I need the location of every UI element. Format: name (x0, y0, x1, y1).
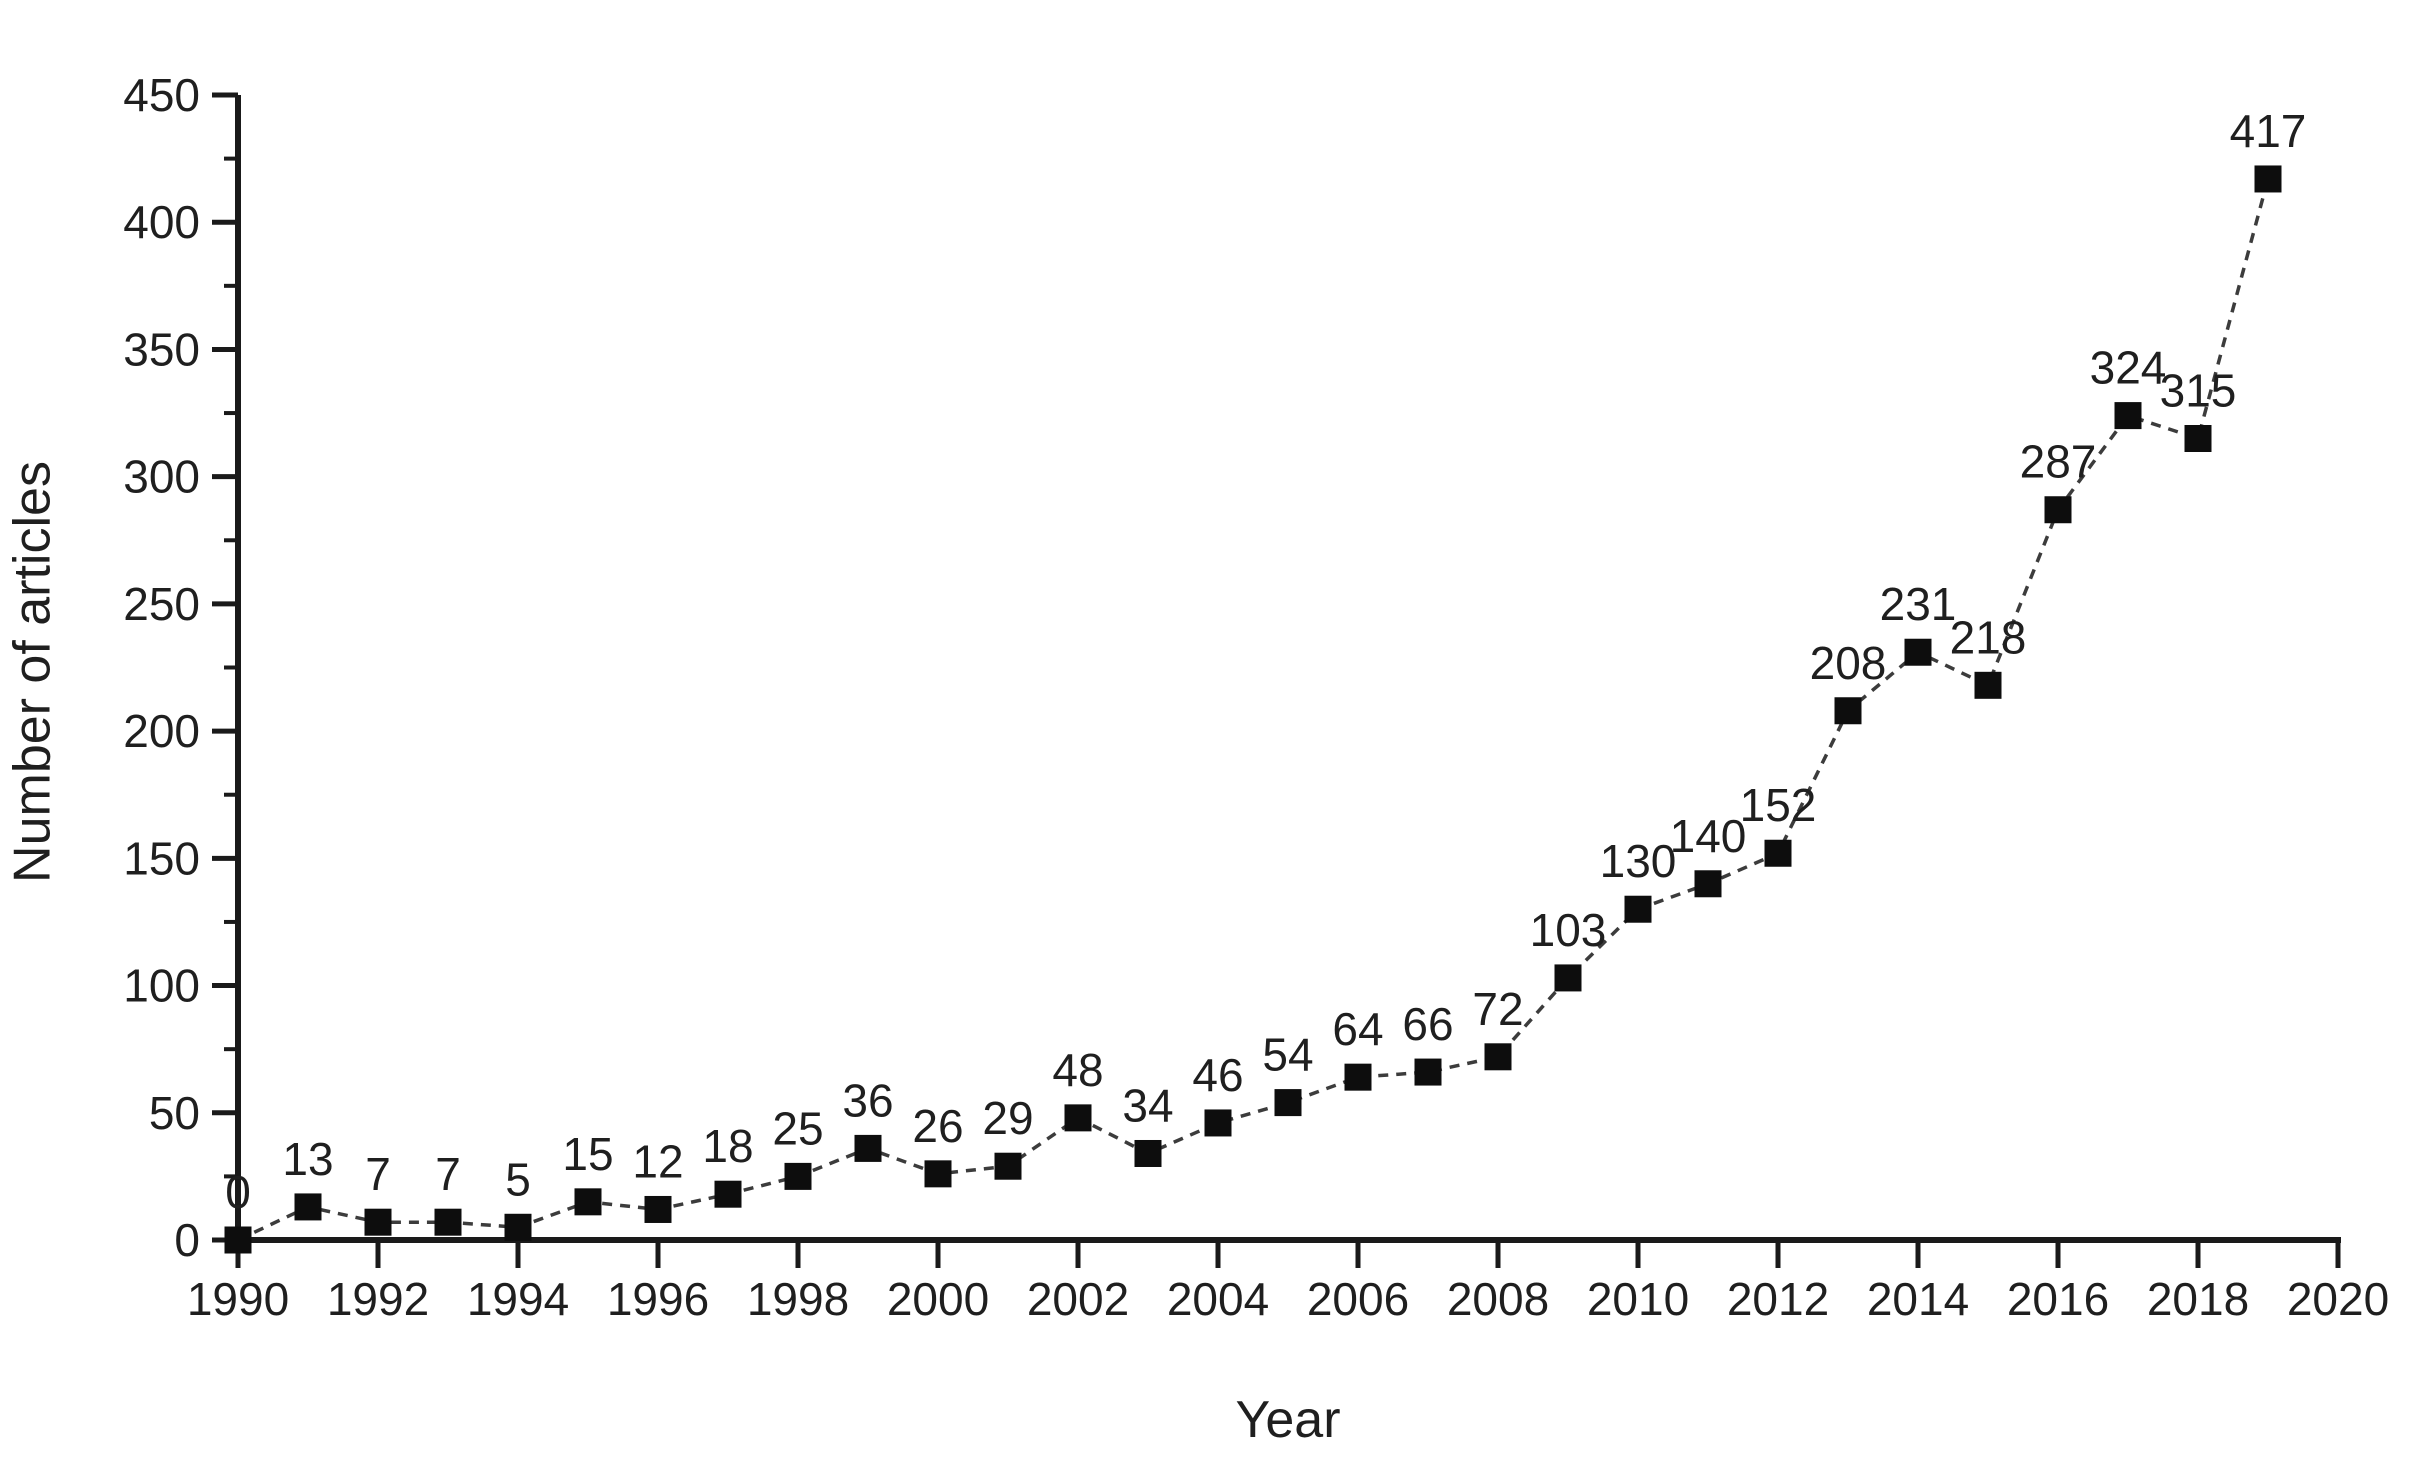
data-point-label: 36 (842, 1074, 893, 1126)
data-point-marker (1414, 1058, 1442, 1086)
data-point-marker (2044, 496, 2072, 524)
data-point-label: 218 (1950, 611, 2027, 663)
data-point-label: 287 (2020, 436, 2097, 488)
x-tick-label: 2006 (1307, 1273, 1409, 1325)
data-point-marker (644, 1195, 672, 1223)
x-tick-label: 1990 (187, 1273, 289, 1325)
y-tick-label: 250 (123, 578, 200, 630)
data-point-marker (434, 1208, 462, 1236)
data-point-marker (1904, 638, 1932, 666)
data-point-marker (1624, 895, 1652, 923)
data-point-marker (784, 1162, 812, 1190)
data-point-marker (1974, 671, 2002, 699)
y-tick-label: 150 (123, 832, 200, 884)
data-point-label: 7 (365, 1148, 391, 1200)
data-point-label: 25 (772, 1102, 823, 1154)
x-tick-label: 1996 (607, 1273, 709, 1325)
y-tick-label: 300 (123, 451, 200, 503)
data-point-label: 18 (702, 1120, 753, 1172)
data-point-label: 29 (982, 1092, 1033, 1144)
data-point-marker (1134, 1139, 1162, 1167)
data-point-marker (994, 1152, 1022, 1180)
data-point-label: 315 (2160, 365, 2237, 417)
data-point-label: 54 (1262, 1029, 1313, 1081)
x-axis-title: Year (1235, 1391, 1341, 1449)
data-point-marker (364, 1208, 392, 1236)
data-point-marker (1694, 870, 1722, 898)
x-tick-label: 1994 (467, 1273, 569, 1325)
data-point-marker (1764, 839, 1792, 867)
data-point-marker (2184, 425, 2212, 452)
data-point-marker (924, 1160, 952, 1188)
data-point-label: 12 (632, 1135, 683, 1187)
data-point-label: 5 (505, 1153, 531, 1205)
x-tick-label: 2002 (1027, 1273, 1129, 1325)
y-tick-label: 350 (123, 323, 200, 375)
data-point-marker (504, 1213, 532, 1241)
y-tick-label: 50 (149, 1087, 200, 1139)
x-tick-label: 2016 (2007, 1273, 2109, 1325)
data-point-label: 13 (282, 1133, 333, 1185)
y-tick-label: 100 (123, 960, 200, 1012)
data-point-label: 64 (1332, 1003, 1383, 1055)
y-tick-label: 200 (123, 705, 200, 757)
data-point-marker (1834, 697, 1862, 725)
x-tick-label: 1992 (327, 1273, 429, 1325)
data-point-label: 48 (1052, 1044, 1103, 1096)
data-point-marker (1484, 1043, 1512, 1071)
y-tick-label: 400 (123, 196, 200, 248)
data-point-label: 72 (1472, 983, 1523, 1035)
data-point-marker (2254, 165, 2282, 193)
data-point-marker (1344, 1063, 1372, 1091)
x-tick-label: 2020 (2287, 1273, 2389, 1325)
data-point-label: 46 (1192, 1049, 1243, 1101)
data-point-marker (1554, 964, 1582, 992)
data-point-label: 152 (1740, 779, 1817, 831)
x-tick-label: 2010 (1587, 1273, 1689, 1325)
x-tick-label: 2004 (1167, 1273, 1269, 1325)
data-point-label: 26 (912, 1100, 963, 1152)
data-point-marker (854, 1134, 882, 1162)
data-point-marker (1204, 1109, 1232, 1137)
data-point-marker (224, 1226, 252, 1254)
data-point-label: 7 (435, 1148, 461, 1200)
data-point-label: 103 (1530, 904, 1607, 956)
data-point-label: 130 (1600, 835, 1677, 887)
data-point-label: 34 (1122, 1079, 1173, 1131)
x-tick-label: 2018 (2147, 1273, 2249, 1325)
data-point-label: 15 (562, 1128, 613, 1180)
data-point-label: 66 (1402, 998, 1453, 1050)
y-tick-label: 450 (123, 69, 200, 121)
data-point-label: 324 (2090, 342, 2167, 394)
data-point-marker (2114, 402, 2142, 430)
data-point-label: 140 (1670, 810, 1747, 862)
y-tick-label: 0 (174, 1214, 200, 1266)
data-point-label: 0 (225, 1166, 251, 1218)
x-tick-label: 2014 (1867, 1273, 1969, 1325)
y-axis-title: Number of articles (3, 461, 62, 883)
x-tick-label: 2008 (1447, 1273, 1549, 1325)
data-point-marker (574, 1188, 602, 1216)
series-line (237, 178, 2270, 1242)
data-point-label: 208 (1810, 637, 1887, 689)
data-point-marker (1274, 1089, 1302, 1117)
data-point-label: 417 (2230, 105, 2307, 157)
x-tick-label: 2000 (887, 1273, 989, 1325)
x-tick-label: 2012 (1727, 1273, 1829, 1325)
data-point-marker (294, 1193, 322, 1221)
data-point-label: 231 (1880, 578, 1957, 630)
x-tick-label: 1998 (747, 1273, 849, 1325)
data-point-marker (1064, 1104, 1092, 1132)
data-point-marker (714, 1180, 742, 1208)
